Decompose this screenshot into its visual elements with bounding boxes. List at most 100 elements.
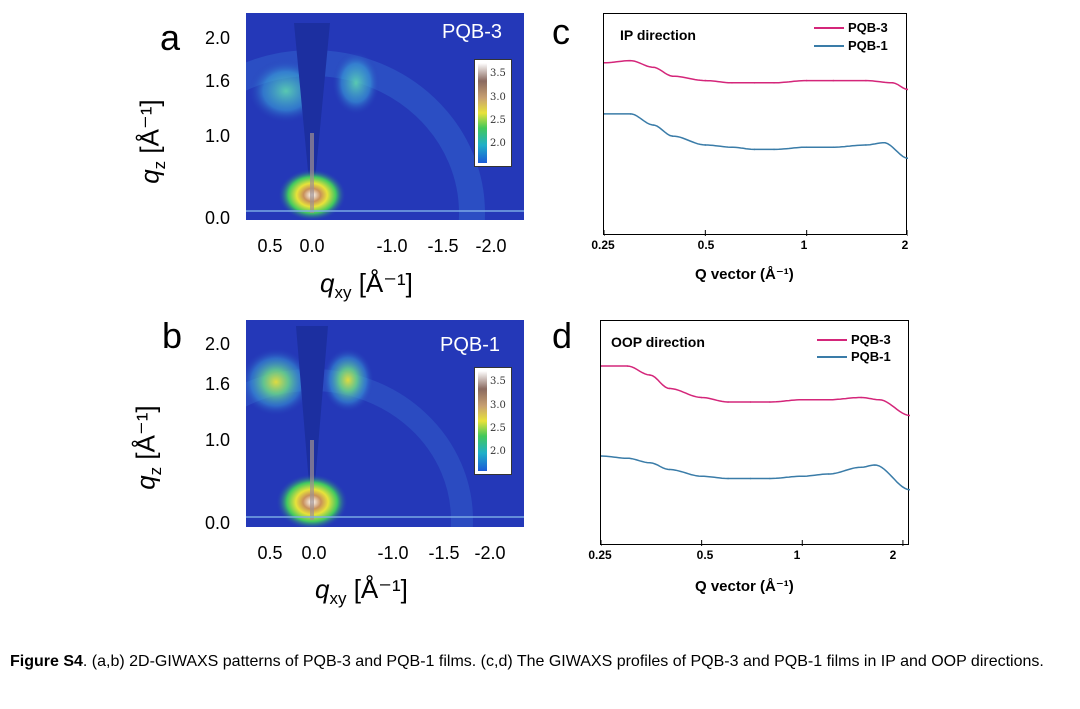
data-point-d-pqb-3-4 xyxy=(700,396,703,399)
data-point-c-pqb-1-0 xyxy=(604,113,605,115)
panel-letter-b: b xyxy=(162,315,183,356)
ytick-b-1: 1.6 xyxy=(204,374,230,394)
xlabel-d: Q vector (Å⁻¹) xyxy=(695,578,794,595)
plot-title-c: IP direction xyxy=(620,27,696,43)
legend-label-d-pqb3: PQB-3 xyxy=(851,332,891,347)
ylabel-b: qz [Å⁻¹] xyxy=(131,405,166,489)
ptick-c-0: 0.25 xyxy=(591,238,615,252)
data-point-d-pqb-1-3 xyxy=(668,468,671,471)
data-point-d-pqb-1-6 xyxy=(749,477,752,480)
caption-text: . (a,b) 2D-GIWAXS patterns of PQB-3 and … xyxy=(82,653,1044,670)
colorbar-gradient-a xyxy=(478,63,487,163)
giwaxs-pattern-b: PQB-1 3.5 3.0 2.5 2.0 xyxy=(246,320,524,527)
data-point-d-pqb-3-2 xyxy=(649,374,651,376)
panel-letter-d: d xyxy=(552,315,573,356)
xlabel-a-unit: [Å⁻¹] xyxy=(358,268,413,298)
ylabel-a-sub: z xyxy=(149,160,169,170)
data-point-c-pqb-1-7 xyxy=(773,148,775,151)
panel-letter-a: a xyxy=(160,17,181,58)
data-point-d-pqb-3-0 xyxy=(601,365,602,367)
data-point-c-pqb-3-8 xyxy=(805,79,808,82)
data-point-d-pqb-3-8 xyxy=(801,398,804,401)
xtick-a-3: -1.5 xyxy=(427,236,459,256)
ytick-b-0: 2.0 xyxy=(204,334,230,354)
profile-plot-c xyxy=(604,59,908,236)
cbar-tick-a-3: 2.0 xyxy=(490,138,506,149)
data-point-d-pqb-1-7 xyxy=(769,477,771,480)
xlabel-a-q: q xyxy=(320,268,335,298)
data-point-d-pqb-1-9 xyxy=(827,473,830,475)
data-point-d-pqb-1-2 xyxy=(649,461,651,464)
data-point-c-pqb-1-1 xyxy=(629,113,632,115)
ptick-c-3: 2 xyxy=(901,238,909,252)
legend-item-d-pqb1: PQB-1 xyxy=(817,349,891,364)
ptick-d-0: 0.25 xyxy=(588,548,612,562)
series-line-c-pqb-3 xyxy=(604,59,908,91)
giwaxs-image-a xyxy=(246,23,524,220)
cbar-tick-b-2: 2.5 xyxy=(490,423,506,434)
data-point-c-pqb-1-5 xyxy=(731,146,733,148)
legend-item-d-pqb3: PQB-3 xyxy=(817,332,891,347)
data-point-c-pqb-3-12 xyxy=(907,88,908,91)
data-point-c-pqb-3-0 xyxy=(604,62,605,64)
ytick-a-1: 1.6 xyxy=(204,71,230,91)
legend-swatch-c-pqb1 xyxy=(814,44,844,47)
series-line-d-pqb-3 xyxy=(601,365,910,417)
xtick-b-4: -2.0 xyxy=(474,543,506,563)
ylabel-a-unit: [Å⁻¹] xyxy=(134,99,165,154)
xtick-a-1: 0.0 xyxy=(299,236,325,256)
ylabel-b-sub: z xyxy=(145,466,165,476)
legend-label-c-pqb3: PQB-3 xyxy=(848,20,888,35)
panel-letter-c: c xyxy=(552,11,570,52)
data-point-c-pqb-3-6 xyxy=(753,82,756,84)
legend-item-c-pqb1: PQB-1 xyxy=(814,38,888,53)
xtick-b-3: -1.5 xyxy=(428,543,460,563)
sample-label-b: PQB-1 xyxy=(440,334,501,356)
legend-label-c-pqb1: PQB-1 xyxy=(848,38,888,53)
data-point-d-pqb-1-12 xyxy=(909,488,910,491)
data-point-c-pqb-1-10 xyxy=(865,144,867,146)
data-point-d-pqb-3-10 xyxy=(860,396,862,399)
ptick-d-2: 1 xyxy=(793,548,801,562)
figure-caption: Figure S4. (a,b) 2D-GIWAXS patterns of P… xyxy=(10,648,1075,676)
colorbar-a: 3.5 3.0 2.5 2.0 xyxy=(474,59,512,167)
giwaxs-image-b xyxy=(246,326,524,527)
data-point-d-pqb-3-3 xyxy=(668,387,671,390)
data-point-d-pqb-1-4 xyxy=(700,475,703,478)
data-point-c-pqb-1-8 xyxy=(805,146,808,148)
data-point-d-pqb-3-9 xyxy=(827,398,830,401)
data-point-d-pqb-3-6 xyxy=(749,401,752,403)
xtick-a-4: -2.0 xyxy=(475,236,507,256)
data-point-c-pqb-1-2 xyxy=(652,124,654,126)
giwaxs-pattern-a: PQB-3 3.5 3.0 2.5 2.0 xyxy=(246,13,524,220)
data-point-c-pqb-3-10 xyxy=(865,79,867,82)
colorbar-b: 3.5 3.0 2.5 2.0 xyxy=(474,367,512,475)
xtick-a-0: 0.5 xyxy=(257,236,283,256)
legend-swatch-d-pqb1 xyxy=(817,355,847,358)
ylabel-a-q: q xyxy=(134,169,165,184)
data-point-d-pqb-1-1 xyxy=(626,457,629,460)
ylabel-a: qz [Å⁻¹] xyxy=(135,99,170,183)
xlabel-c: Q vector (Å⁻¹) xyxy=(695,266,794,283)
cbar-tick-b-0: 3.5 xyxy=(490,376,506,387)
data-point-d-pqb-1-10 xyxy=(860,466,862,469)
ylabel-b-q: q xyxy=(130,475,161,490)
cbar-tick-a-2: 2.5 xyxy=(490,115,506,126)
plot-frame-d: OOP direction PQB-3 PQB-1 xyxy=(600,320,910,546)
data-point-d-pqb-1-8 xyxy=(801,475,804,478)
data-point-c-pqb-1-4 xyxy=(704,144,707,146)
plot-title-d: OOP direction xyxy=(611,334,705,350)
ytick-a-2: 1.0 xyxy=(204,126,230,146)
ptick-d-3: 2 xyxy=(889,548,897,562)
legend-swatch-d-pqb3 xyxy=(817,338,847,341)
series-line-d-pqb-1 xyxy=(601,455,910,491)
xlabel-a: qxy [Å⁻¹] xyxy=(320,268,413,303)
ptick-d-1: 0.5 xyxy=(696,548,714,562)
caption-label: Figure S4 xyxy=(10,653,83,670)
ytick-a-0: 2.0 xyxy=(204,28,230,48)
data-point-c-pqb-1-3 xyxy=(671,135,674,137)
ylabel-b-unit: [Å⁻¹] xyxy=(130,405,161,460)
data-point-d-pqb-3-1 xyxy=(626,365,629,367)
data-point-c-pqb-3-7 xyxy=(773,82,775,84)
data-point-c-pqb-3-9 xyxy=(832,79,835,82)
